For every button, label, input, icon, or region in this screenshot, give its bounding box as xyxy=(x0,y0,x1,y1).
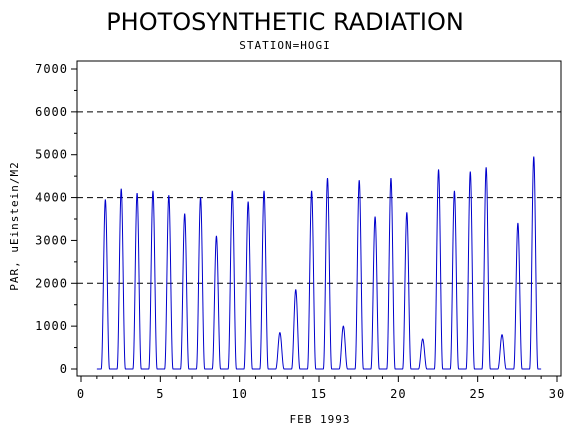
x-tick-label: 10 xyxy=(231,387,247,401)
y-tick-label: 6000 xyxy=(35,105,68,119)
y-tick-label: 3000 xyxy=(35,233,68,247)
x-axis-label: FEB 1993 xyxy=(290,413,351,426)
y-tick-label: 0 xyxy=(60,362,68,376)
x-tick-label: 20 xyxy=(390,387,406,401)
par-series-line xyxy=(96,156,542,370)
x-tick-label: 15 xyxy=(311,387,327,401)
x-tick-label: 0 xyxy=(77,387,85,401)
y-axis-label: PAR, uEinstein/M2 xyxy=(8,161,21,291)
x-tick-label: 25 xyxy=(469,387,485,401)
plot-frame xyxy=(76,60,562,377)
series-layer xyxy=(96,156,542,370)
y-tick-label: 7000 xyxy=(35,62,68,76)
x-tick-label: 5 xyxy=(156,387,164,401)
y-tick-label: 1000 xyxy=(35,319,68,333)
y-tick-label: 2000 xyxy=(35,276,68,290)
y-tick-label: 5000 xyxy=(35,148,68,162)
y-tick-label: 4000 xyxy=(35,191,68,205)
reference-lines xyxy=(77,111,561,284)
x-axis: 0 5 10 15 20 25 30 xyxy=(77,376,565,401)
chart-title: PHOTOSYNTHETIC RADIATION xyxy=(106,8,464,36)
chart-subtitle: STATION=HOGI xyxy=(239,39,330,52)
x-tick-label: 30 xyxy=(549,387,565,401)
y-axis: 0 1000 2000 3000 4000 5000 6000 7000 xyxy=(35,62,77,376)
